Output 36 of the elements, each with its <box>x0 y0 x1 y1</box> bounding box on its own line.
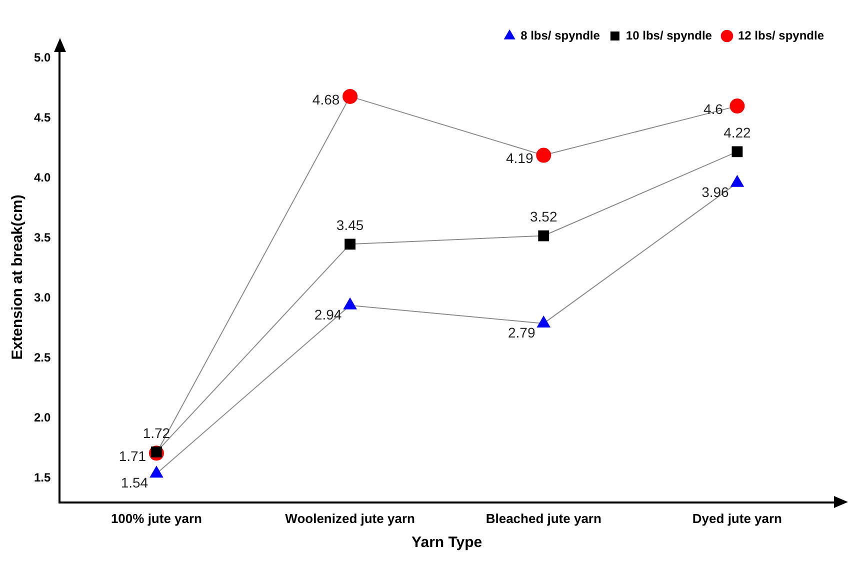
data-label: 2.79 <box>508 324 536 340</box>
legend-label: 10 lbs/ spyndle <box>626 28 712 42</box>
y-axis-title: Extension at break(cm) <box>9 194 26 360</box>
point <box>344 238 356 250</box>
y-tick-label: 5.0 <box>34 50 51 64</box>
x-tick-label: 100% jute yarn <box>110 510 202 526</box>
x-tick-label: Woolenized jute yarn <box>285 510 415 526</box>
data-label: 4.22 <box>724 124 752 141</box>
data-label: 4.19 <box>506 150 534 166</box>
y-tick-label: 4.0 <box>34 170 51 184</box>
y-tick-label: 1.5 <box>34 470 51 485</box>
data-label: 2.94 <box>314 306 342 322</box>
point <box>150 466 164 478</box>
x-axis-title: Yarn Type <box>412 534 482 552</box>
data-label: 1.72 <box>142 424 170 441</box>
legend-label: 8 lbs/ spyndle <box>520 28 600 42</box>
data-label: 3.52 <box>530 208 558 225</box>
y-tick-label: 2.0 <box>34 410 51 425</box>
y-tick-label: 3.0 <box>34 290 51 305</box>
data-label: 1.71 <box>118 448 146 464</box>
data-label: 3.96 <box>702 184 730 200</box>
x-tick-label: Dyed jute yarn <box>692 510 782 526</box>
y-tick-label: 2.5 <box>34 350 51 365</box>
point <box>732 146 743 158</box>
point <box>538 230 550 242</box>
data-label: 1.54 <box>120 474 148 490</box>
data-label: 3.45 <box>336 217 364 234</box>
point <box>536 148 552 163</box>
point <box>730 98 745 114</box>
y-tick-label: 4.5 <box>34 110 51 124</box>
point <box>342 88 358 104</box>
data-label: 4.6 <box>703 100 724 117</box>
x-tick-label: Bleached jute yarn <box>486 510 602 526</box>
y-tick-label: 3.5 <box>34 230 51 244</box>
legend-label: 12 lbs/ spyndle <box>738 28 824 42</box>
data-label: 4.68 <box>312 91 340 108</box>
